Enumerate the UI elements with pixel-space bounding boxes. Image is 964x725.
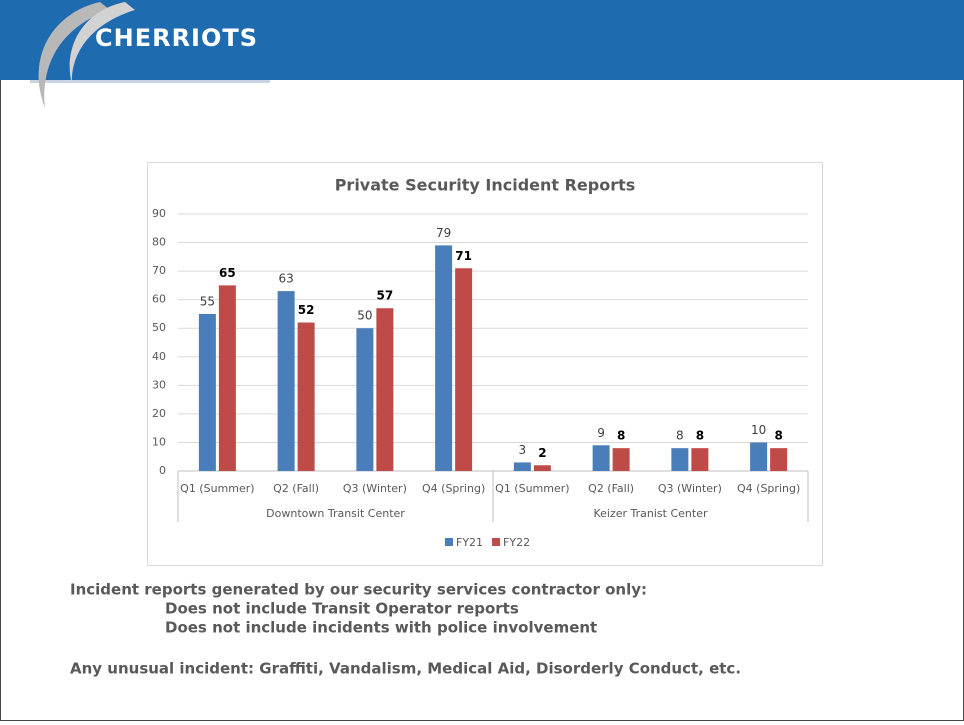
y-tick-label: 40 — [152, 350, 166, 363]
value-label: 8 — [696, 429, 704, 443]
legend-swatch — [445, 538, 453, 546]
header-rule — [30, 80, 270, 83]
bar — [218, 285, 236, 471]
note-bullet: Does not include Transit Operator report… — [165, 600, 519, 618]
y-tick-label: 60 — [152, 293, 166, 306]
y-tick-label: 20 — [152, 407, 166, 420]
bar — [592, 445, 610, 471]
y-tick-label: 50 — [152, 321, 166, 334]
value-label: 71 — [455, 249, 472, 263]
group-label: Keizer Tranist Center — [593, 507, 707, 520]
x-tick-label: Q1 (Summer) — [495, 482, 569, 495]
logo-text: CHERRIOTS — [95, 24, 258, 52]
value-label: 50 — [357, 309, 372, 323]
x-tick-label: Q4 (Spring) — [737, 482, 800, 495]
y-tick-label: 0 — [159, 464, 166, 477]
bar — [533, 465, 551, 471]
y-tick-label: 10 — [152, 435, 166, 448]
value-label: 10 — [751, 423, 766, 437]
value-label: 63 — [278, 272, 293, 286]
bar — [671, 448, 689, 471]
bar — [297, 322, 315, 471]
group-label: Downtown Transit Center — [266, 507, 405, 520]
y-tick-label: 70 — [152, 264, 166, 277]
x-tick-label: Q4 (Spring) — [422, 482, 485, 495]
bar — [277, 291, 295, 471]
value-label: 8 — [617, 429, 625, 443]
x-tick-label: Q2 (Fall) — [588, 482, 634, 495]
chart-title: Private Security Incident Reports — [335, 176, 636, 195]
bar — [376, 308, 394, 471]
value-label: 3 — [519, 443, 527, 457]
value-label: 2 — [538, 446, 546, 460]
bar — [770, 448, 788, 471]
legend-swatch — [492, 538, 501, 546]
note: Incident reports generated by our securi… — [70, 581, 647, 599]
y-tick-label: 80 — [152, 236, 166, 249]
bar — [750, 442, 768, 471]
bar — [455, 268, 473, 471]
value-label: 57 — [377, 289, 394, 303]
value-label: 55 — [200, 294, 215, 308]
value-label: 8 — [774, 429, 782, 443]
y-tick-label: 30 — [152, 378, 166, 391]
header-band — [0, 0, 964, 80]
x-tick-label: Q1 (Summer) — [180, 482, 254, 495]
x-tick-label: Q3 (Winter) — [658, 482, 722, 495]
bar — [612, 448, 630, 471]
value-label: 65 — [219, 266, 236, 280]
note-bullet: Does not include incidents with police i… — [165, 619, 597, 637]
bar — [198, 313, 216, 471]
x-tick-label: Q2 (Fall) — [273, 482, 319, 495]
legend-label: FY21 — [456, 536, 483, 549]
logo-swoosh — [38, 2, 135, 108]
bar — [513, 462, 531, 471]
x-tick-label: Q3 (Winter) — [343, 482, 407, 495]
value-label: 9 — [597, 426, 605, 440]
bar — [356, 328, 374, 471]
value-label: 79 — [436, 226, 451, 240]
bar — [435, 245, 453, 471]
chart-frame — [147, 162, 823, 566]
value-label: 8 — [676, 429, 684, 443]
legend-label: FY22 — [503, 536, 530, 549]
note: Any unusual incident: Graffiti, Vandalis… — [70, 660, 741, 678]
value-label: 52 — [298, 303, 315, 317]
y-tick-label: 90 — [152, 207, 166, 220]
bar — [691, 448, 709, 471]
